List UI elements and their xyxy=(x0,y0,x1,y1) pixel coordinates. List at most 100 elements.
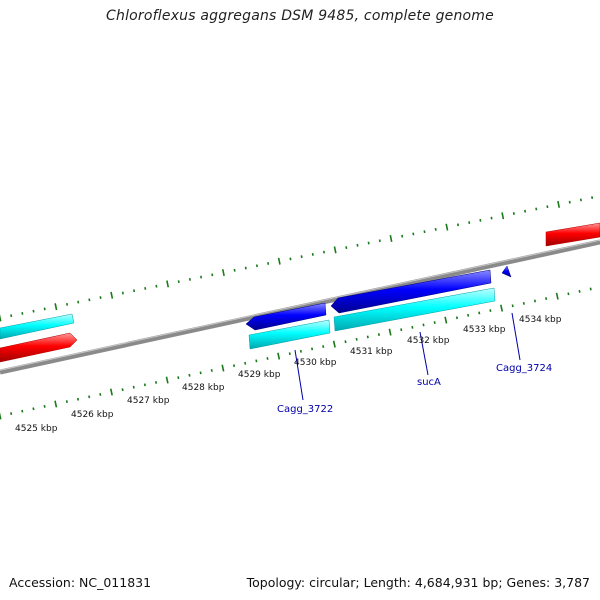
tick-mark xyxy=(555,292,559,300)
tick-mark xyxy=(221,364,225,372)
tick-mark xyxy=(423,230,426,234)
gene-label-cagg-3722[interactable]: Cagg_3722 xyxy=(277,404,333,415)
scale-label: 4530 kbp xyxy=(294,358,337,368)
tick-mark xyxy=(155,284,158,288)
tick-mark xyxy=(311,252,314,256)
cds-forward-3722[interactable] xyxy=(248,319,331,350)
genome-backbone xyxy=(0,239,600,375)
tick-mark xyxy=(591,196,594,200)
tick-mark xyxy=(43,307,46,311)
gene-suca-arrow[interactable] xyxy=(330,269,492,314)
tick-mark xyxy=(500,304,504,312)
tick-mark xyxy=(255,264,258,268)
tick-mark xyxy=(0,412,2,420)
tick-mark xyxy=(65,400,68,404)
tick-mark xyxy=(188,277,191,281)
tick-mark xyxy=(267,262,270,265)
tick-mark xyxy=(211,273,214,277)
tick-mark xyxy=(567,292,570,296)
tick-mark xyxy=(109,388,113,396)
tick-mark xyxy=(545,297,548,301)
tick-mark xyxy=(378,239,381,243)
tick-mark xyxy=(76,397,80,401)
tick-mark xyxy=(479,218,482,222)
tick-mark xyxy=(10,412,13,416)
scale-labels: 4525 kbp 4526 kbp 4527 kbp 4528 kbp 4529… xyxy=(15,315,562,434)
tick-mark xyxy=(345,246,348,250)
tick-mark xyxy=(32,309,35,313)
tick-mark xyxy=(412,232,415,236)
tick-mark xyxy=(77,300,80,304)
tick-mark xyxy=(388,328,392,336)
scale-label: 4527 kbp xyxy=(127,396,170,406)
tick-mark xyxy=(0,314,2,322)
upper-tick-track xyxy=(0,196,594,322)
tick-mark xyxy=(366,335,369,339)
tick-mark xyxy=(490,216,493,220)
tick-mark xyxy=(10,314,13,318)
tick-mark xyxy=(535,207,538,211)
lower-tick-track xyxy=(0,287,592,420)
tick-mark xyxy=(221,269,225,277)
tick-mark xyxy=(143,383,146,387)
tick-mark xyxy=(121,291,124,295)
cds-forward-left[interactable] xyxy=(0,313,75,340)
scale-label: 4533 kbp xyxy=(463,325,506,335)
tick-mark xyxy=(21,312,24,315)
gene-leader-lines xyxy=(294,312,521,401)
tick-mark xyxy=(277,257,281,265)
tick-mark xyxy=(434,227,437,231)
tick-mark xyxy=(444,316,448,324)
tick-mark xyxy=(333,246,337,254)
tick-mark xyxy=(288,352,291,356)
tick-mark xyxy=(579,198,582,202)
tick-mark xyxy=(568,200,571,204)
tick-mark xyxy=(433,321,436,324)
tick-mark xyxy=(43,404,46,408)
tick-mark xyxy=(144,287,147,290)
tick-mark xyxy=(467,313,470,317)
tick-mark xyxy=(589,287,592,291)
cds-reverse-left[interactable] xyxy=(0,332,78,363)
tick-mark xyxy=(401,234,404,238)
tick-mark xyxy=(199,371,202,375)
map-title: Chloroflexus aggregans DSM 9485, complet… xyxy=(106,8,494,24)
tick-mark xyxy=(200,275,203,279)
tick-mark xyxy=(99,392,102,396)
tick-mark xyxy=(511,304,514,308)
scale-label: 4525 kbp xyxy=(15,424,58,434)
tick-mark xyxy=(166,280,170,288)
tick-mark xyxy=(299,349,302,353)
gene-label-suca[interactable]: sucA xyxy=(417,377,441,388)
scale-label: 4534 kbp xyxy=(519,315,562,325)
cds-forward-suca[interactable] xyxy=(333,287,496,332)
tick-mark xyxy=(546,205,549,209)
tick-mark xyxy=(132,385,135,389)
tick-mark xyxy=(110,291,114,299)
tick-mark xyxy=(400,328,403,332)
tick-mark xyxy=(289,257,292,261)
cds-reverse-right[interactable] xyxy=(545,222,600,247)
gene-cagg-3722-arrow[interactable] xyxy=(245,302,327,331)
tick-mark xyxy=(322,345,325,348)
tick-mark xyxy=(21,409,24,413)
tick-mark xyxy=(557,200,561,208)
tick-mark xyxy=(322,250,326,254)
tick-mark xyxy=(277,352,281,360)
tick-mark xyxy=(154,381,158,384)
tick-mark xyxy=(177,376,180,380)
tick-mark xyxy=(578,289,581,293)
gene-label-cagg-3724[interactable]: Cagg_3724 xyxy=(496,363,552,374)
scale-label: 4529 kbp xyxy=(238,370,281,380)
gene-cagg-3724-arrow[interactable] xyxy=(501,265,512,278)
tick-mark xyxy=(445,223,449,231)
tick-mark xyxy=(266,357,269,360)
tick-mark xyxy=(54,303,58,311)
tick-mark xyxy=(501,212,505,220)
tick-mark xyxy=(177,280,180,284)
tick-mark xyxy=(533,299,537,303)
tick-mark xyxy=(468,221,471,225)
tick-mark xyxy=(99,296,102,299)
tick-mark xyxy=(522,301,525,305)
tick-mark xyxy=(422,323,425,327)
